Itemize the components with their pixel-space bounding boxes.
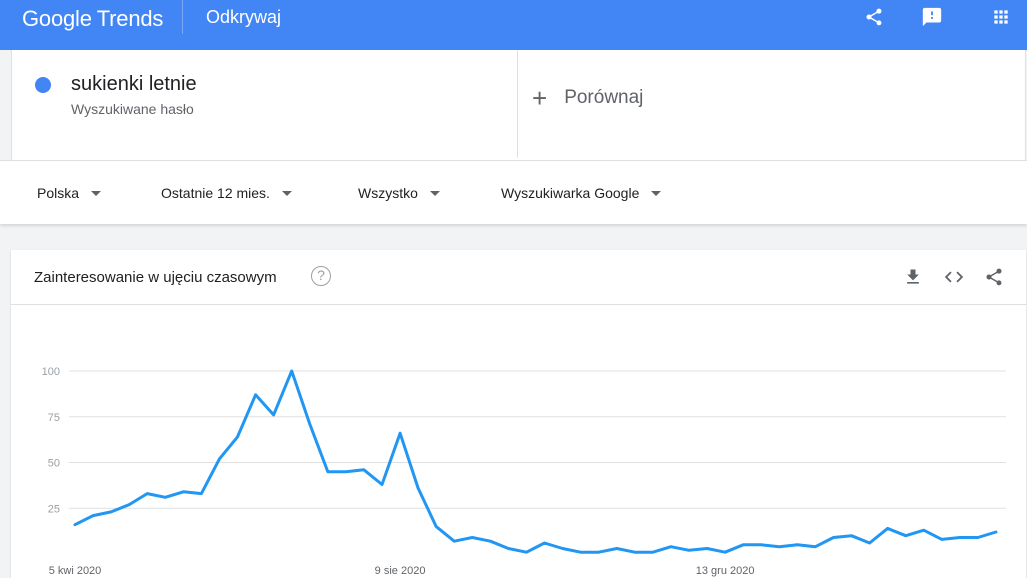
data-point[interactable] <box>760 543 763 547</box>
data-point[interactable] <box>398 432 402 435</box>
data-point[interactable] <box>218 457 221 461</box>
data-point[interactable] <box>994 530 998 534</box>
y-tick-label: 50 <box>48 458 60 470</box>
compare-label: Porównaj <box>564 87 644 108</box>
chevron-down-icon <box>91 190 102 196</box>
section-title: Odkrywaj <box>206 7 282 27</box>
data-point[interactable] <box>127 503 131 506</box>
search-term-name[interactable]: sukienki letnie <box>71 73 197 95</box>
filters-bar: Polska Ostatnie 12 mies. Wszystko Wyszuk… <box>0 160 1027 224</box>
data-point[interactable] <box>796 543 799 547</box>
chevron-down-icon <box>281 190 292 196</box>
data-point[interactable] <box>471 536 474 539</box>
data-point[interactable] <box>886 527 889 530</box>
data-point[interactable] <box>615 547 618 550</box>
category-filter[interactable]: Wszystko <box>358 183 440 203</box>
data-point[interactable] <box>705 547 709 550</box>
data-point[interactable] <box>868 541 871 545</box>
data-point[interactable] <box>525 550 528 554</box>
interest-over-time-card: Zainteresowanie w ujęciu czasowym ? 100 7… <box>11 250 1026 578</box>
embed-icon[interactable] <box>943 266 965 288</box>
data-point[interactable] <box>543 541 546 545</box>
data-point[interactable] <box>73 523 77 526</box>
compare-button[interactable]: + Porównaj <box>532 78 643 118</box>
data-point[interactable] <box>669 545 673 548</box>
chevron-down-icon <box>429 190 440 196</box>
data-point[interactable] <box>326 470 330 473</box>
region-filter[interactable]: Polska <box>37 183 102 203</box>
app-bar-divider <box>182 0 183 34</box>
data-point[interactable] <box>850 534 853 537</box>
app-bar: Google Trends Odkrywaj <box>0 0 1027 50</box>
data-point[interactable] <box>597 550 600 554</box>
data-point[interactable] <box>561 547 564 550</box>
data-point[interactable] <box>416 486 420 490</box>
share-icon[interactable] <box>863 6 885 28</box>
search-term-sublabel: Wyszukiwane hasło <box>71 101 194 117</box>
download-icon[interactable] <box>902 266 924 288</box>
google-trends-logo[interactable]: Google Trends <box>22 5 163 33</box>
data-point[interactable] <box>741 543 745 547</box>
x-tick-label: 9 sie 2020 <box>375 565 426 577</box>
data-point[interactable] <box>958 536 962 539</box>
search-type-filter-label: Wyszukiwarka Google <box>501 185 640 201</box>
data-point[interactable] <box>362 468 366 472</box>
x-tick-label: 5 kwi 2020 <box>49 565 102 577</box>
interest-line-chart[interactable]: 100 75 50 25 5 kwi 2020 9 sie 2020 13 gru 2020 <box>11 306 1026 578</box>
data-point[interactable] <box>723 550 727 554</box>
search-term-card[interactable]: sukienki letnie Wyszukiwane hasło <box>12 50 518 158</box>
data-point[interactable] <box>380 483 384 486</box>
data-point[interactable] <box>308 422 311 426</box>
data-point[interactable] <box>940 538 944 541</box>
data-point[interactable] <box>200 492 203 495</box>
data-point[interactable] <box>272 413 275 417</box>
plus-icon: + <box>532 83 548 113</box>
data-point[interactable] <box>832 536 835 539</box>
data-point[interactable] <box>109 510 113 514</box>
term-color-dot <box>35 77 51 93</box>
series-line <box>73 369 998 554</box>
data-point[interactable] <box>290 369 293 373</box>
y-tick-label: 100 <box>42 366 60 378</box>
logo-google-text: Google <box>22 6 92 31</box>
logo-trends-text: Trends <box>96 6 164 31</box>
data-point[interactable] <box>922 529 925 532</box>
data-point[interactable] <box>344 470 348 473</box>
data-point[interactable] <box>91 514 95 517</box>
time-range-filter-label: Ostatnie 12 mies. <box>161 185 270 201</box>
share-icon[interactable] <box>983 266 1005 288</box>
search-terms-row: sukienki letnie Wyszukiwane hasło + Poró… <box>11 50 1026 160</box>
data-point[interactable] <box>453 539 456 543</box>
data-point[interactable] <box>633 550 637 554</box>
data-point[interactable] <box>976 536 980 539</box>
data-point[interactable] <box>579 550 582 554</box>
apps-icon[interactable] <box>990 6 1012 28</box>
data-point[interactable] <box>254 393 257 396</box>
data-point[interactable] <box>814 545 817 548</box>
data-point[interactable] <box>146 492 149 495</box>
time-range-filter[interactable]: Ostatnie 12 mies. <box>161 183 292 203</box>
feedback-icon[interactable] <box>921 6 943 28</box>
data-point[interactable] <box>182 490 185 493</box>
data-point[interactable] <box>164 496 167 499</box>
card-header: Zainteresowanie w ujęciu czasowym ? <box>11 250 1026 305</box>
data-point[interactable] <box>651 550 655 554</box>
region-filter-label: Polska <box>37 185 80 201</box>
y-tick-label: 25 <box>48 503 60 515</box>
chevron-down-icon <box>651 190 662 196</box>
data-point[interactable] <box>778 545 781 548</box>
category-filter-label: Wszystko <box>358 185 418 201</box>
x-tick-label: 13 gru 2020 <box>696 565 755 577</box>
data-point[interactable] <box>904 534 907 537</box>
card-title: Zainteresowanie w ujęciu czasowym <box>34 269 277 286</box>
data-point[interactable] <box>434 525 438 528</box>
help-icon[interactable]: ? <box>311 266 331 286</box>
data-point[interactable] <box>687 549 691 552</box>
search-type-filter[interactable]: Wyszukiwarka Google <box>501 183 662 203</box>
data-point[interactable] <box>236 435 239 439</box>
y-tick-label: 75 <box>48 412 60 424</box>
data-point[interactable] <box>507 547 510 550</box>
data-point[interactable] <box>489 539 492 543</box>
